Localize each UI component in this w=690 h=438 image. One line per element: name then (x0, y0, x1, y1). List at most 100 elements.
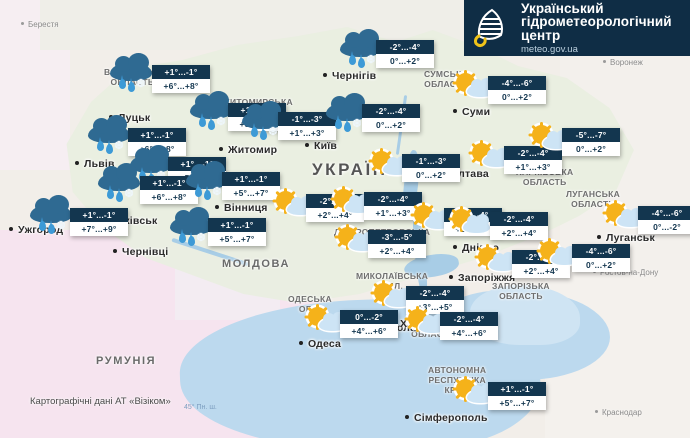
day-temperature: +1°...+3° (364, 206, 422, 220)
dark-cloud-icon (30, 195, 72, 223)
rain-drop-icon (349, 51, 356, 65)
city-label[interactable]: Вінниця (215, 202, 268, 214)
rain-drop-icon (195, 183, 202, 197)
day-temperature: +5°...+7° (208, 232, 266, 246)
city-label[interactable]: Луганськ (597, 232, 655, 244)
rain-drop-icon (39, 217, 46, 231)
city-label[interactable]: Суми (452, 106, 491, 118)
temperature-chip: -2°...-4° +4°...+6° (440, 312, 498, 340)
brand-line-2: гідрометеорологічний (521, 14, 672, 30)
snowflake-icon: ❆ (366, 54, 376, 66)
rain-drop-icon (251, 123, 258, 137)
rain-snow-cloud-icon: ❆ (338, 29, 384, 68)
night-temperature: 0°...-2° (340, 310, 398, 324)
rain-snow-cloud-icon: ❆ (240, 101, 286, 140)
city-label[interactable]: Запоріжжя (448, 272, 516, 284)
night-temperature: -4°...-6° (572, 244, 630, 258)
rain-drop-icon (107, 185, 114, 199)
dark-cloud-icon (170, 207, 212, 235)
day-temperature: 0°...-2° (638, 220, 690, 234)
day-temperature: 0°...+2° (572, 258, 630, 272)
day-temperature: +6°...+8° (140, 190, 198, 204)
night-temperature: -2°...-4° (406, 286, 464, 300)
temperature-chip: -4°...-6° 0°...+2° (488, 76, 546, 104)
rain-snow-cloud-icon: ❆ (28, 195, 74, 234)
brand-url[interactable]: meteo.gov.ua (521, 43, 578, 55)
temperature-chip: +1°...-1°+5°...+7° (222, 172, 280, 200)
temperature-chip: +1°...-1°+5°...+7° (208, 218, 266, 246)
rain-snow-cloud-icon: ❆ (86, 115, 132, 154)
temperature-chip: -4°...-6° 0°...-2° (638, 206, 690, 234)
temperature-chip: -2°...-4°+2°...+4° (490, 212, 548, 240)
dark-cloud-icon (130, 145, 172, 173)
day-temperature: +1°...+3° (504, 160, 562, 174)
rain-drop-icon (358, 54, 365, 68)
rain-drop-icon (106, 140, 113, 154)
meteo-logo-icon (470, 6, 514, 50)
temperature-chip: +1°...-1° +7°...+9° (70, 208, 128, 236)
day-temperature: 0°...+2° (488, 90, 546, 104)
city-label[interactable]: Сімферополь (405, 412, 488, 424)
temperature-chip: -4°...-6° 0°...+2° (572, 244, 630, 272)
rain-drop-icon (335, 115, 342, 129)
temperature-chip: +1°...-1°+6°...+8° (140, 176, 198, 204)
night-temperature: +1°...-1° (128, 128, 186, 142)
brand-header: Український гідрометеорологічний центр m… (464, 0, 690, 56)
city-label[interactable]: Одеса (298, 338, 342, 350)
rain-drop-icon (199, 113, 206, 127)
night-temperature: +1°...-1° (488, 382, 546, 396)
night-temperature: -1°...-3° (278, 112, 336, 126)
day-temperature: 0°...+2° (402, 168, 460, 182)
night-temperature: -2°...-4° (364, 192, 422, 206)
rain-drop-icon (204, 186, 211, 200)
night-temperature: -3°...-5° (368, 230, 426, 244)
city-label[interactable]: Київ (304, 140, 338, 152)
night-temperature: -1°...-3° (402, 154, 460, 168)
day-temperature: 0°...+2° (376, 54, 434, 68)
snowflake-icon: ❆ (124, 188, 134, 200)
day-temperature: +2°...+4° (490, 226, 548, 240)
city-label[interactable]: Житомир (218, 144, 278, 156)
night-temperature: +1°...-1° (140, 176, 198, 190)
brand-line-1: Український (521, 0, 604, 16)
temperature-chip: -2°...-4° +1°...+3° (504, 146, 562, 174)
light-cloud-icon (483, 148, 510, 167)
night-temperature: +1°...-1° (222, 172, 280, 186)
light-cloud-icon (489, 252, 516, 271)
rain-drop-icon (188, 232, 195, 246)
dark-cloud-icon (242, 101, 284, 129)
temperature-chip: -2°...-4° +1°...+3° (364, 192, 422, 220)
city-label[interactable]: Чернігів (322, 70, 377, 82)
temperature-chip: -1°...-3° +1°...+3° (278, 112, 336, 140)
day-temperature: +4°...+6° (340, 324, 398, 338)
dark-cloud-icon (110, 53, 152, 81)
light-cloud-icon (467, 78, 494, 97)
day-temperature: +6°...+8° (152, 79, 210, 93)
night-temperature: -2°...-4° (376, 40, 434, 54)
day-temperature: +4°...+6° (440, 326, 498, 340)
snowflake-icon: ❆ (216, 116, 226, 128)
temperature-chip: -5°...-7° 0°...+2° (562, 128, 620, 156)
rain-drop-icon (48, 220, 55, 234)
sun-cloud-icon (334, 223, 380, 256)
latitude-marker: 45° Пн. ш. (184, 404, 217, 411)
light-cloud-icon (319, 312, 346, 331)
day-temperature: +2°...+4° (368, 244, 426, 258)
rain-drop-icon (179, 229, 186, 243)
temperature-chip: -2°...-4° 0°...+2° (376, 40, 434, 68)
night-temperature: -4°...-6° (638, 206, 690, 220)
day-temperature: +2°...+4° (512, 264, 570, 278)
rain-snow-cloud-icon: ❆ (128, 145, 174, 184)
city-label[interactable]: Чернівці (112, 246, 169, 258)
sun-cloud-icon (468, 139, 514, 172)
sun-cloud-icon (448, 205, 494, 238)
rain-snow-cloud-icon: ❆ (188, 91, 234, 130)
snowflake-icon: ❆ (212, 186, 222, 198)
snowflake-icon: ❆ (196, 232, 206, 244)
day-temperature: 0°...+2° (562, 142, 620, 156)
brand-line-3: центр (521, 28, 561, 44)
dark-cloud-icon (98, 163, 140, 191)
dark-cloud-icon (326, 93, 368, 121)
rain-drop-icon (119, 75, 126, 89)
foreign-city-label: Берестя (21, 20, 59, 29)
